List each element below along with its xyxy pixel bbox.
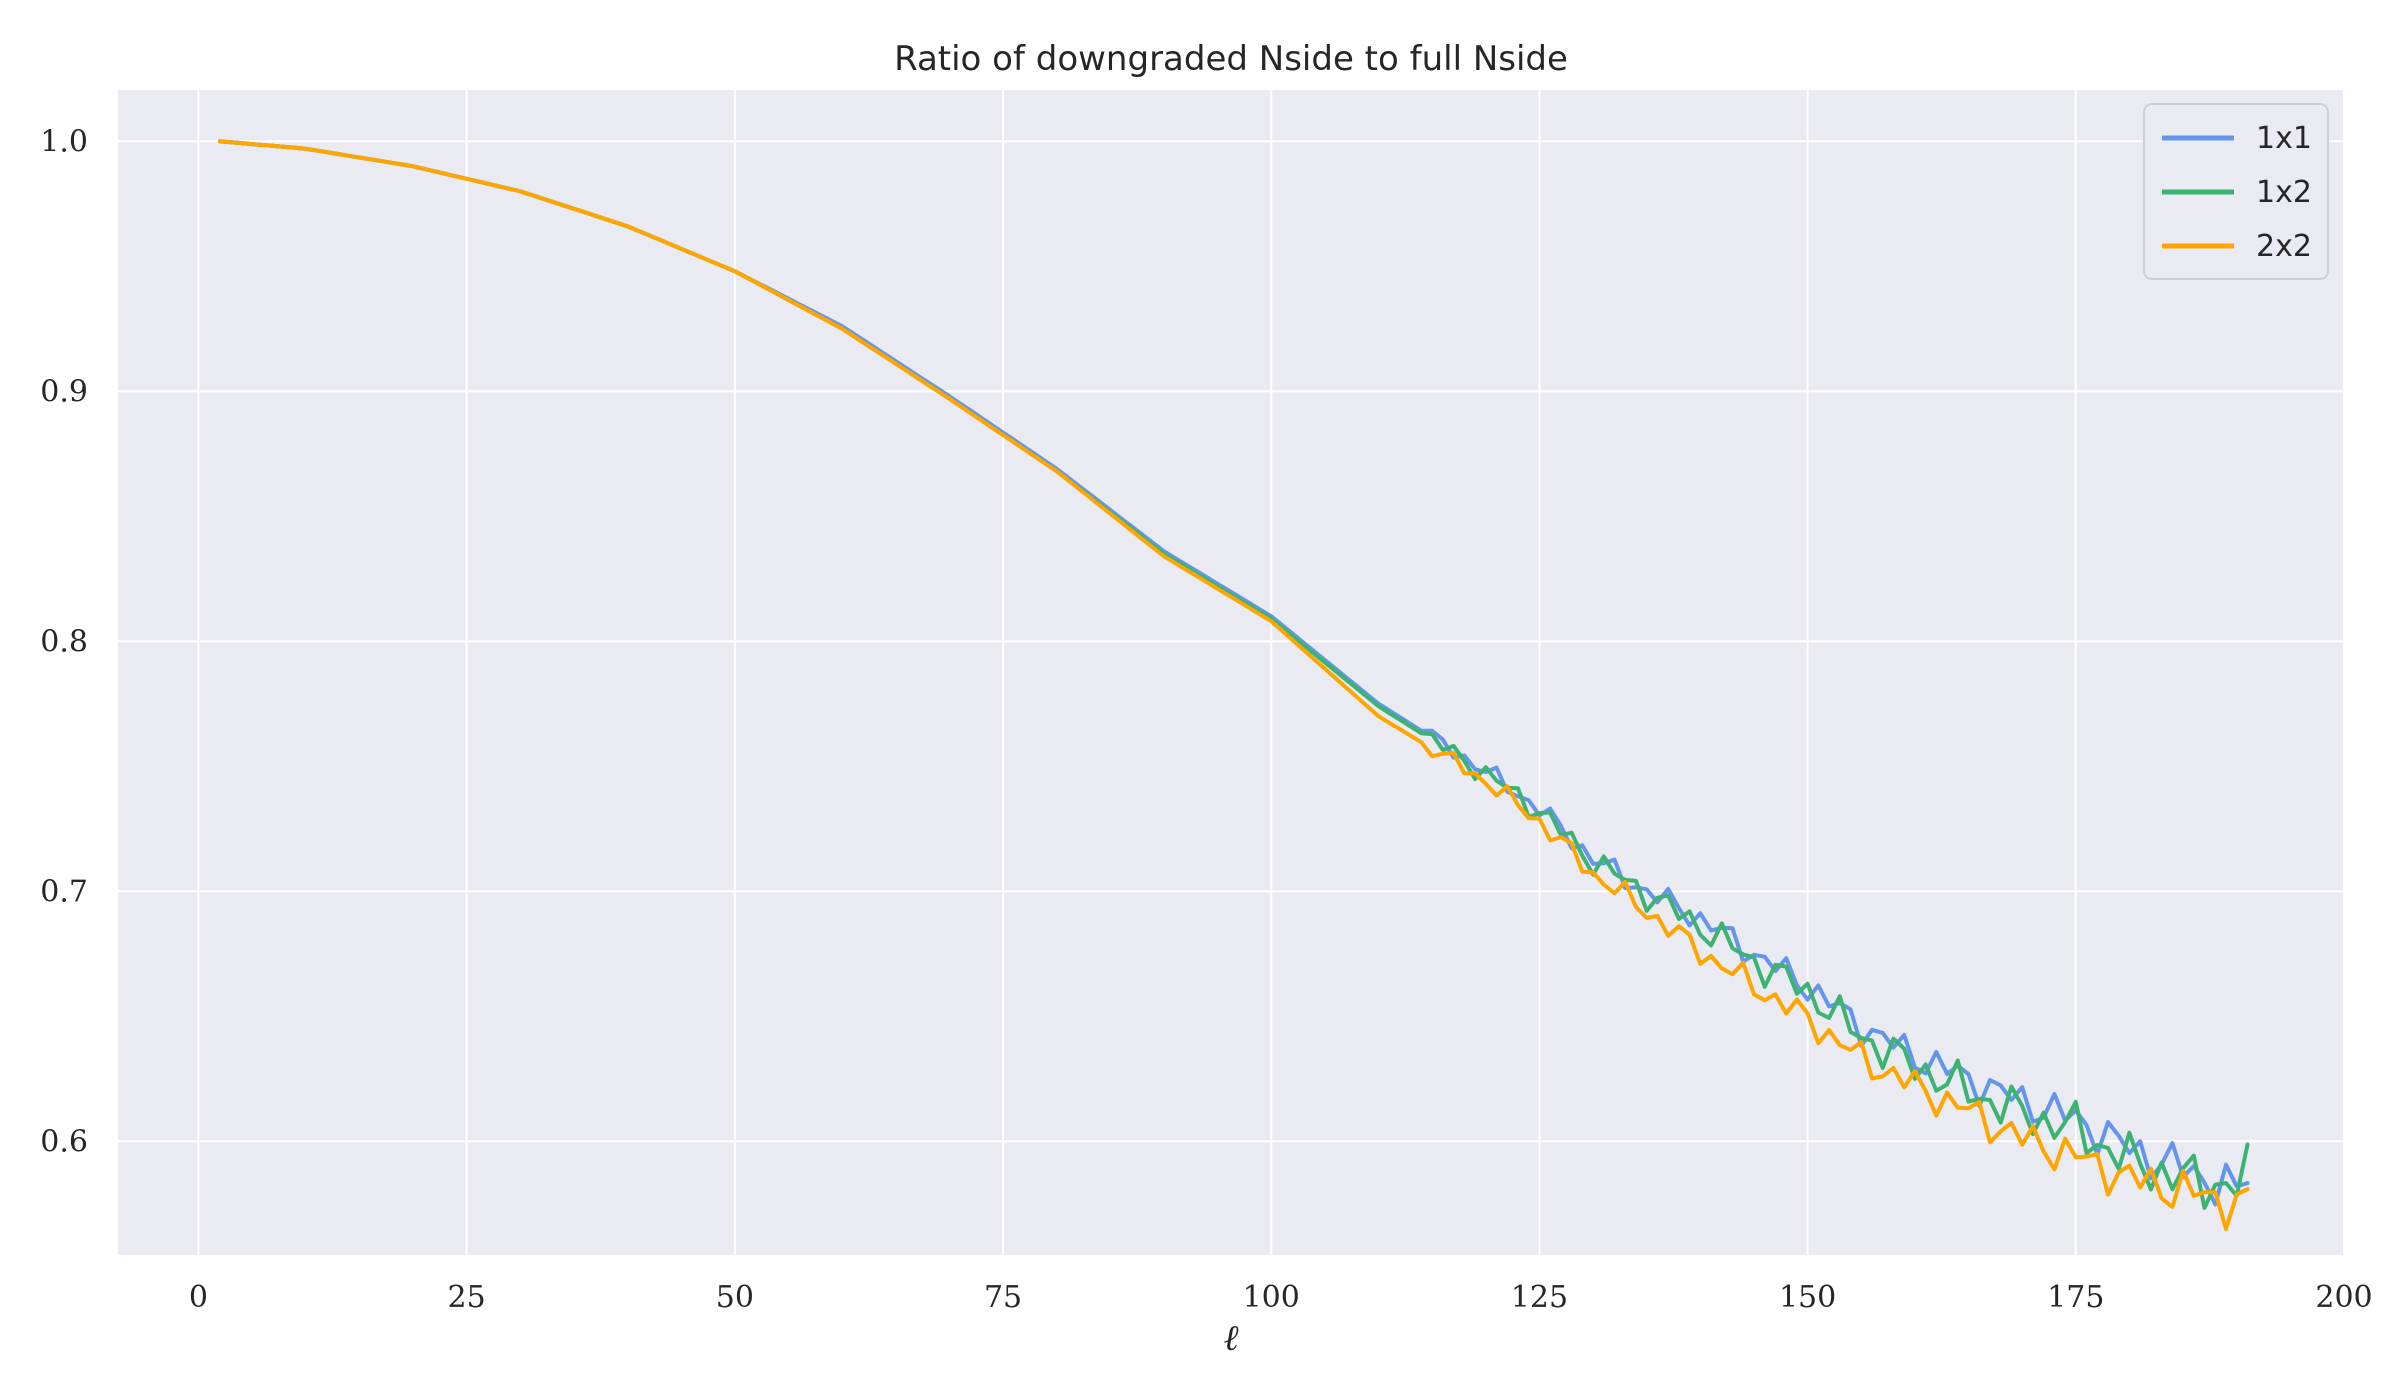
x-tick-label: 0 (189, 1280, 208, 1315)
y-tick-label: 0.7 (40, 874, 88, 909)
x-tick-label: 25 (448, 1280, 486, 1315)
plot-area (118, 90, 2344, 1255)
x-tick-label: 200 (2315, 1280, 2372, 1315)
chart-title: Ratio of downgraded Nside to full Nside (894, 39, 1568, 79)
y-tick-label: 0.9 (40, 374, 88, 409)
y-tick-label: 0.8 (40, 624, 88, 659)
legend: 1x1 1x2 2x2 (2143, 103, 2329, 280)
x-tick-label: 175 (2047, 1280, 2104, 1315)
series-lines (217, 139, 2250, 1231)
y-tick-label: 1.0 (40, 124, 88, 159)
legend-label: 1x1 (2256, 121, 2312, 156)
grid-lines (118, 90, 2345, 1255)
legend-box (2143, 103, 2329, 280)
legend-label: 1x2 (2256, 175, 2312, 210)
x-axis-label: ℓ (1224, 1318, 1239, 1359)
y-axis-ticks: 0.6 0.7 0.8 0.9 1.0 (40, 124, 88, 1159)
x-tick-label: 50 (716, 1280, 754, 1315)
series-line-2x2 (217, 139, 2250, 1231)
x-tick-label: 100 (1243, 1280, 1300, 1315)
y-tick-label: 0.6 (40, 1124, 88, 1159)
legend-label: 2x2 (2256, 229, 2312, 264)
x-tick-label: 125 (1511, 1280, 1568, 1315)
x-tick-label: 150 (1779, 1280, 1836, 1315)
x-tick-label: 75 (984, 1280, 1022, 1315)
x-axis-ticks: 0 25 50 75 100 125 150 175 200 (189, 1280, 2373, 1315)
